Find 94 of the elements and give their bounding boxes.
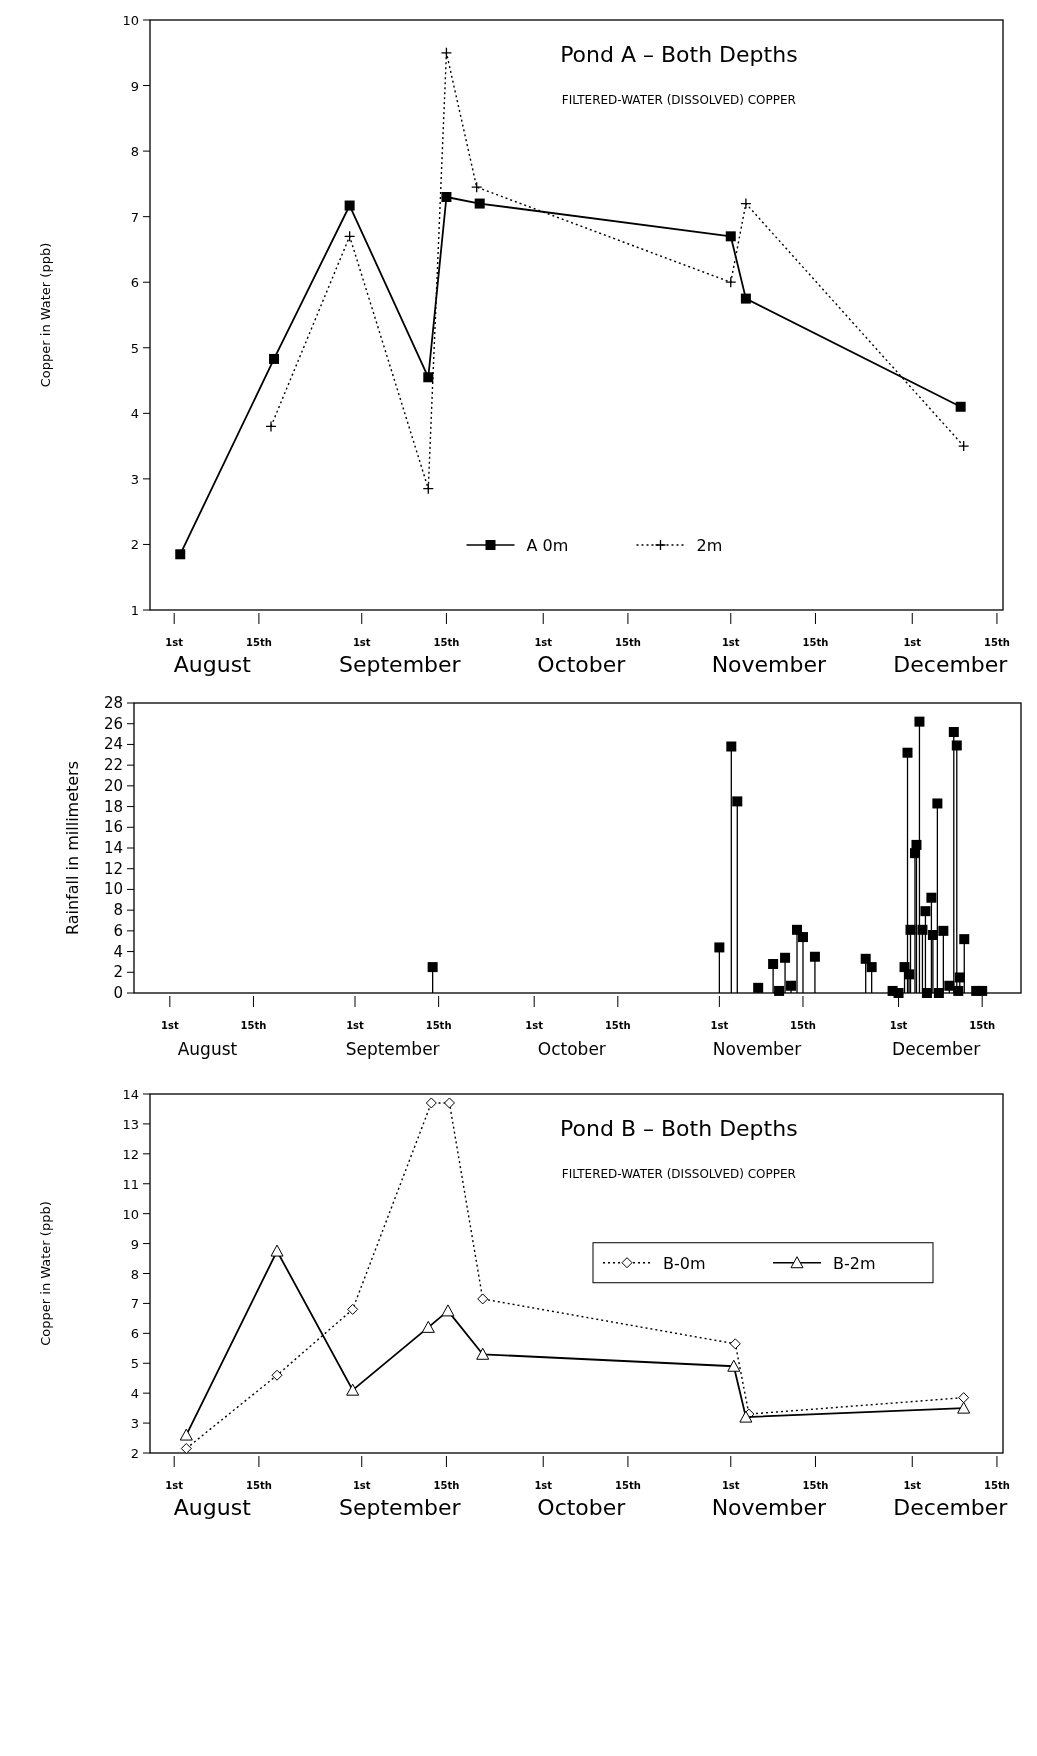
x-tick-label: 1st [903, 637, 922, 648]
y-tick-label: 3 [130, 1416, 139, 1432]
text: August [177, 1039, 238, 1059]
y-tick-label: 10 [103, 880, 123, 899]
text: November [712, 1039, 802, 1059]
y-tick-label: 5 [130, 1356, 139, 1372]
x-tick-label: 15th [433, 1480, 460, 1491]
x-tick-label: 1st [160, 1020, 179, 1031]
x-tick-label: 1st [889, 1020, 908, 1031]
y-tick-label: 18 [103, 797, 123, 816]
y-tick-label: 10 [122, 1206, 139, 1222]
y-tick-label: 2 [130, 537, 139, 553]
y-tick-label: 12 [103, 859, 123, 878]
x-tick-label: 1st [721, 1480, 740, 1491]
y-tick-label: 28 [103, 694, 123, 712]
y-tick-label: 0 [113, 984, 123, 1002]
text: December [892, 1039, 981, 1059]
y-tick-label: 7 [130, 209, 139, 225]
y-tick-label: 4 [130, 1386, 139, 1402]
y-tick-label: 1 [130, 603, 139, 618]
y-tick-label: 2 [113, 963, 123, 982]
x-tick-label: 1st [721, 637, 740, 648]
y-tick-label: 24 [103, 735, 123, 754]
text: August [173, 1495, 252, 1520]
text: August [173, 652, 252, 677]
y-tick-label: 22 [103, 756, 123, 775]
text: September [339, 652, 462, 677]
x-tick-label: 1st [352, 637, 371, 648]
x-tick-label: 15th [802, 637, 829, 648]
y-tick-label: 13 [122, 1116, 139, 1132]
y-axis-title: Copper in Water (ppb) [38, 1201, 53, 1346]
x-tick-label: 1st [525, 1020, 544, 1031]
x-tick-label: 15th [433, 637, 460, 648]
x-tick-label: 15th [245, 637, 272, 648]
x-tick-label: 1st [534, 637, 553, 648]
x-tick-label: 15th [615, 637, 641, 648]
text: Pond B – Both Depths [560, 1116, 798, 1141]
legend-label: B-2m [833, 1253, 876, 1273]
x-tick-label: 1st [165, 1480, 184, 1491]
x-tick-label: 15th [984, 1480, 1010, 1491]
text: FILTERED-WATER (DISSOLVED) COPPER [561, 1167, 796, 1181]
y-tick-label: 8 [130, 144, 139, 160]
y-tick-label: 20 [103, 776, 123, 795]
y-tick-label: 11 [122, 1176, 139, 1192]
text: December [893, 652, 1009, 677]
legend-label: 2m [696, 536, 723, 555]
y-tick-label: 10 [122, 13, 139, 28]
y-tick-label: 2 [130, 1446, 139, 1461]
text: Pond A – Both Depths [560, 42, 798, 67]
legend-label: B-0m [663, 1253, 706, 1273]
x-tick-label: 15th [790, 1020, 816, 1031]
y-tick-label: 14 [103, 839, 123, 857]
y-tick-label: 8 [113, 901, 123, 920]
x-tick-label: 15th [425, 1020, 452, 1031]
text: October [537, 652, 627, 677]
y-tick-label: 14 [122, 1087, 139, 1102]
x-tick-label: 1st [903, 1480, 922, 1491]
y-tick-label: 9 [130, 78, 139, 94]
y-tick-label: 4 [130, 406, 139, 422]
y-axis-title: Rainfall in millimeters [63, 760, 82, 936]
y-tick-label: 6 [113, 921, 123, 940]
x-tick-label: 15th [240, 1020, 267, 1031]
x-tick-label: 15th [969, 1020, 996, 1031]
legend-label: A 0m [526, 536, 569, 555]
text: October [537, 1039, 606, 1059]
x-tick-label: 1st [352, 1480, 371, 1491]
text: November [711, 652, 828, 677]
y-tick-label: 9 [130, 1236, 139, 1252]
text: FILTERED-WATER (DISSOLVED) COPPER [561, 93, 796, 107]
y-axis-title: Copper in Water (ppb) [38, 242, 53, 388]
y-tick-label: 6 [130, 275, 139, 291]
y-tick-label: 6 [130, 1326, 139, 1342]
x-tick-label: 1st [534, 1480, 553, 1491]
text: December [893, 1495, 1009, 1520]
y-tick-label: 16 [103, 818, 123, 837]
text: November [711, 1495, 828, 1520]
y-tick-label: 7 [130, 1296, 139, 1312]
y-tick-label: 5 [130, 340, 139, 356]
y-tick-label: 12 [122, 1146, 139, 1162]
x-tick-label: 15th [984, 637, 1010, 648]
text: October [537, 1495, 627, 1520]
x-tick-label: 1st [710, 1020, 729, 1031]
x-tick-label: 15th [802, 1480, 829, 1491]
text: September [339, 1495, 462, 1520]
y-tick-label: 3 [130, 471, 139, 487]
y-tick-label: 4 [113, 942, 123, 961]
x-tick-label: 1st [346, 1020, 365, 1031]
x-tick-label: 15th [615, 1480, 641, 1491]
y-tick-label: 26 [103, 714, 123, 733]
y-tick-label: 8 [130, 1266, 139, 1282]
x-tick-label: 15th [604, 1020, 631, 1031]
x-tick-label: 15th [245, 1480, 272, 1491]
x-tick-label: 1st [165, 637, 184, 648]
text: September [345, 1039, 440, 1059]
